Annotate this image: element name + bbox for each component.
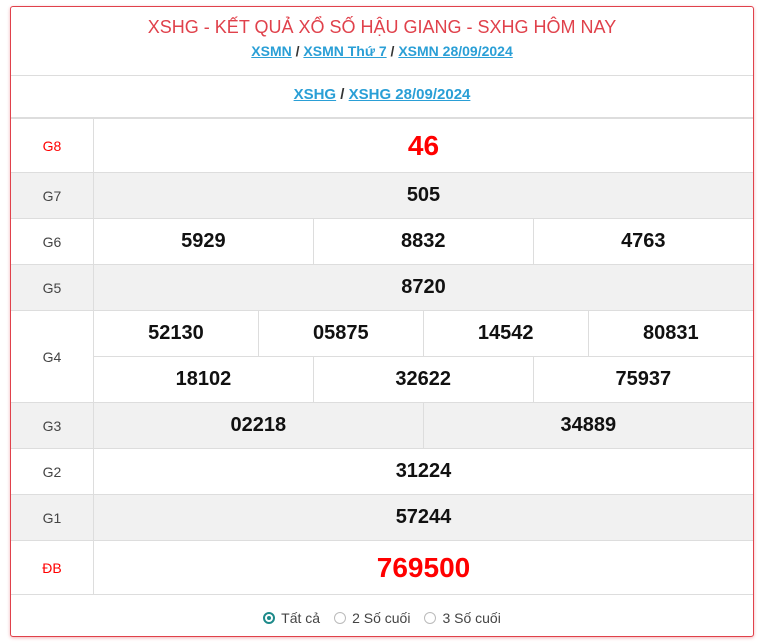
prize-value: 769500 — [93, 540, 753, 595]
row-g1: G1 57244 — [11, 494, 753, 541]
prize-label: G2 — [11, 448, 94, 495]
prize-label: G5 — [11, 264, 94, 311]
prize-value: 34889 — [422, 402, 753, 449]
row-g7: G7 505 — [11, 172, 753, 219]
prize-label: G4 — [11, 310, 94, 403]
breadcrumb: XSMN / XSMN Thứ 7 / XSMN 28/09/2024 — [251, 43, 513, 59]
prize-value: 505 — [93, 172, 753, 219]
card-header: XSHG - KẾT QUẢ XỔ SỐ HẬU GIANG - SXHG HÔ… — [11, 7, 753, 76]
link-xsmn-date[interactable]: XSMN 28/09/2024 — [398, 43, 513, 59]
prize-value: 80831 — [587, 310, 753, 357]
link-xshg[interactable]: XSHG — [293, 86, 337, 103]
prize-value: 32622 — [312, 356, 534, 403]
prize-value: 46 — [93, 118, 753, 173]
option-all[interactable]: Tất cả — [263, 610, 320, 626]
link-xshg-date[interactable]: XSHG 28/09/2024 — [348, 86, 471, 103]
row-g2: G2 31224 — [11, 448, 753, 495]
results-table: G8 46 G7 505 G6 5929 8832 4763 G5 8720 G… — [11, 118, 753, 595]
option-2-digits[interactable]: 2 Số cuối — [334, 610, 410, 626]
row-g4-b: 18102 32622 75937 — [11, 356, 753, 403]
prize-value: 31224 — [93, 448, 753, 495]
prize-value: 18102 — [93, 356, 314, 403]
row-g3: G3 02218 34889 — [11, 402, 753, 449]
prize-label: G7 — [11, 172, 94, 219]
row-db: ĐB 769500 — [11, 540, 753, 595]
prize-value: 14542 — [422, 310, 589, 357]
prize-value: 02218 — [93, 402, 424, 449]
link-xsmn-thu-7[interactable]: XSMN Thứ 7 — [303, 43, 387, 59]
prize-value: 75937 — [532, 356, 753, 403]
prize-value: 4763 — [532, 218, 753, 265]
row-g5: G5 8720 — [11, 264, 753, 311]
radio-checked-icon[interactable] — [263, 611, 276, 624]
prize-value: 8832 — [312, 218, 534, 265]
prize-label: G3 — [11, 402, 94, 449]
radio-icon[interactable] — [424, 611, 437, 624]
prize-label: G8 — [11, 118, 94, 173]
prize-value: 05875 — [257, 310, 424, 357]
row-g8: G8 46 — [11, 118, 753, 173]
page-title: XSHG - KẾT QUẢ XỔ SỐ HẬU GIANG - SXHG HÔ… — [147, 17, 617, 37]
radio-icon[interactable] — [334, 611, 347, 624]
row-g6: G6 5929 8832 4763 — [11, 218, 753, 265]
link-xsmn[interactable]: XSMN — [251, 43, 292, 59]
row-g4: G4 52130 05875 14542 80831 — [11, 310, 753, 403]
prize-value: 57244 — [93, 494, 753, 541]
prize-label: G1 — [11, 494, 94, 541]
results-card: XSHG - KẾT QUẢ XỔ SỐ HẬU GIANG - SXHG HÔ… — [10, 6, 754, 637]
prize-value: 8720 — [93, 264, 753, 311]
prize-label: G6 — [11, 218, 94, 265]
option-3-digits[interactable]: 3 Số cuối — [424, 610, 501, 626]
sub-breadcrumb: XSHG / XSHG 28/09/2024 — [11, 76, 753, 118]
prize-label: ĐB — [11, 540, 94, 595]
prize-value: 5929 — [93, 218, 314, 265]
digit-filter: Tất cả 2 Số cuối 3 Số cuối — [11, 595, 753, 636]
prize-value: 52130 — [93, 310, 259, 357]
